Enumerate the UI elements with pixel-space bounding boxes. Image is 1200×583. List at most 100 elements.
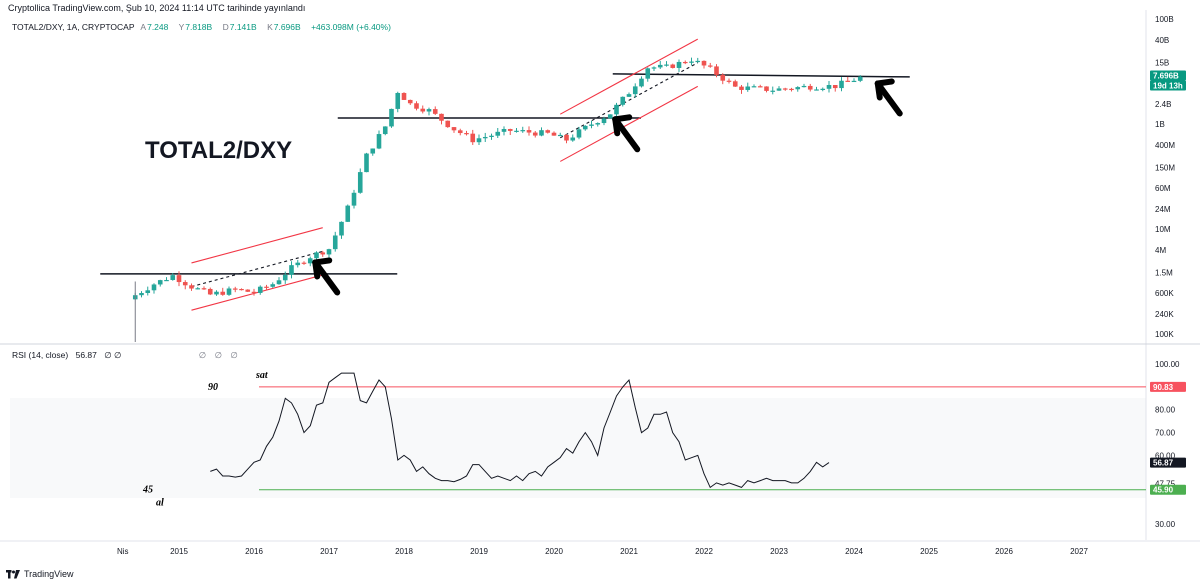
candle-body [470, 133, 476, 143]
candle-body [270, 284, 276, 287]
candle-body [664, 64, 669, 66]
candle-body [545, 130, 551, 133]
candle-body [226, 288, 232, 295]
candle-body [707, 65, 713, 67]
channel-line[interactable] [559, 85, 699, 162]
candle-body [757, 86, 763, 88]
candle-body [401, 92, 407, 100]
candle-body [382, 126, 388, 135]
rsi-level-badge: 45.90 [1150, 484, 1186, 495]
candle-body [495, 131, 501, 136]
candle-body [164, 279, 169, 282]
candle-body [789, 88, 794, 91]
candle-body [845, 80, 851, 82]
candle-body [145, 290, 151, 294]
time-tick-label: 2017 [320, 547, 338, 556]
channel-line[interactable] [559, 38, 699, 115]
rsi-level-badge: 90.83 [1150, 381, 1186, 392]
candle-body [289, 265, 294, 275]
candle-body [782, 88, 788, 90]
candle-body [389, 108, 394, 127]
candle-body [276, 280, 282, 285]
last-price-badge: 7.696B [1150, 70, 1186, 81]
candle-body [701, 60, 707, 66]
candle-body [745, 86, 751, 90]
rsi-level-label: 90 [208, 382, 218, 393]
candle-body [770, 90, 776, 92]
candle-body [426, 109, 432, 112]
channel-line[interactable] [191, 250, 323, 288]
candle-body [232, 288, 238, 290]
candle-body [201, 288, 207, 290]
channel-line[interactable] [559, 62, 699, 139]
time-tick-label: 2019 [470, 547, 488, 556]
rsi-level-note: sat [255, 370, 269, 381]
channel-line[interactable] [191, 227, 323, 264]
candle-body [239, 288, 244, 291]
candle-body [264, 286, 269, 288]
ohlc-legend[interactable]: TOTAL2/DXY, 1A, CRYPTOCAP A7.248 Y7.818B… [12, 22, 395, 32]
candle-body [551, 132, 557, 136]
candle-body [407, 99, 413, 104]
candle-body [489, 135, 494, 137]
candle-body [564, 134, 569, 141]
price-tick-label: 1B [1155, 120, 1165, 129]
candle-body [839, 80, 844, 89]
rsi-tick-label: 100.00 [1155, 360, 1180, 369]
countdown-badge: 19d 13h [1150, 80, 1186, 91]
candle-body [601, 118, 607, 124]
rsi-dots: ∅ ∅ ∅ [198, 350, 241, 360]
rsi-value: 56.87 [75, 350, 97, 360]
candle-body [339, 221, 344, 236]
candle-body [714, 66, 719, 75]
price-tick-label: 40B [1155, 36, 1169, 45]
price-tick-label: 2.4B [1155, 100, 1171, 109]
attribution: Cryptollica TradingView.com, Şub 10, 202… [8, 3, 306, 13]
chart-title: TOTAL2/DXY [145, 137, 292, 164]
candle-body [689, 61, 694, 63]
price-tick-label: 240K [1155, 310, 1174, 319]
price-tick-label: 100B [1155, 15, 1174, 24]
candle-body [414, 103, 419, 109]
candle-body [645, 68, 651, 79]
candle-body [520, 130, 526, 132]
candle-body [357, 172, 363, 193]
candle-body [514, 130, 519, 132]
candle-body [607, 114, 613, 119]
rsi-legend[interactable]: RSI (14, close) 56.87 ∅ ∅ ∅ ∅ ∅ [12, 350, 246, 361]
time-tick-label: 2016 [245, 547, 263, 556]
candle-body [832, 85, 838, 89]
rsi-marks: ∅ ∅ [104, 350, 122, 360]
time-tick-label: 2025 [920, 547, 938, 556]
candle-body [482, 136, 488, 139]
candle-body [532, 132, 538, 136]
rsi-tick-label: 30.00 [1155, 520, 1176, 529]
candle-body [420, 108, 426, 112]
time-tick-label: 2023 [770, 547, 788, 556]
candle-body [657, 64, 663, 68]
footer: TradingView [6, 569, 74, 579]
candle-body [432, 109, 438, 114]
candle-body [576, 129, 582, 138]
channel-line[interactable] [191, 274, 323, 311]
support-line[interactable] [612, 73, 910, 78]
time-tick-label: Nis [117, 547, 129, 556]
time-tick-label: 2022 [695, 547, 713, 556]
change-value: +463.098M (+6.40%) [311, 22, 391, 32]
rsi-tick-label: 60.00 [1155, 451, 1176, 460]
candle-body [345, 205, 351, 222]
low-value: D7.141B [222, 22, 257, 32]
candle-body [307, 258, 313, 264]
time-tick-label: 2018 [395, 547, 413, 556]
time-tick-label: 2020 [545, 547, 563, 556]
candle-body [851, 80, 857, 83]
time-tick-label: 2026 [995, 547, 1013, 556]
candle-body [326, 249, 332, 255]
candle-body [539, 130, 544, 136]
candle-body [170, 275, 176, 280]
candle-body [364, 153, 369, 173]
candle-body [582, 125, 588, 130]
price-tick-label: 400M [1155, 141, 1175, 150]
candle-body [445, 120, 451, 128]
